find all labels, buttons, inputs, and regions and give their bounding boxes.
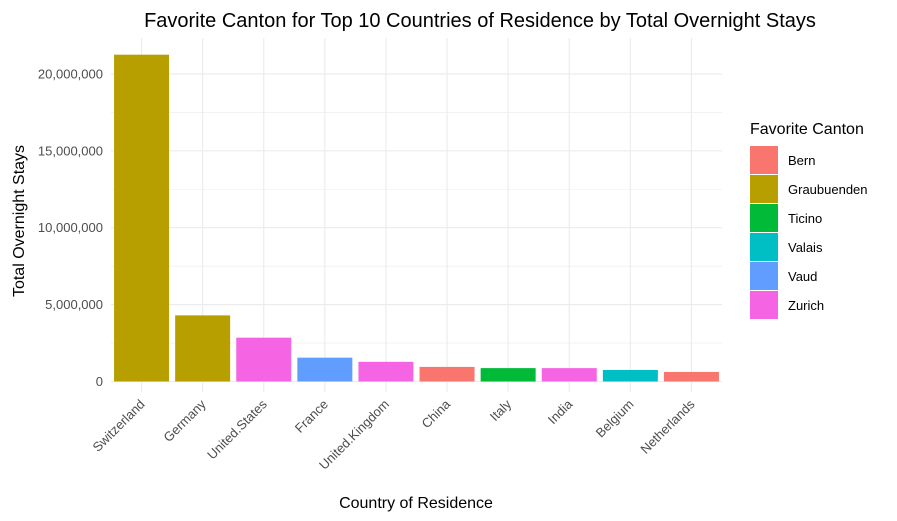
bars xyxy=(114,54,719,382)
x-tick-label: France xyxy=(292,397,331,436)
chart-title: Favorite Canton for Top 10 Countries of … xyxy=(144,10,816,32)
bar-united-states xyxy=(236,337,292,382)
x-tick-label: China xyxy=(419,396,454,431)
x-tick-label: Switzerland xyxy=(90,397,148,455)
bar-united-kingdom xyxy=(358,361,414,382)
legend-swatch-zurich xyxy=(750,291,778,319)
x-tick-label: India xyxy=(545,396,576,427)
legend-swatch-valais xyxy=(750,233,778,261)
legend-label-zurich: Zurich xyxy=(788,298,824,313)
legend-swatch-ticino xyxy=(750,204,778,232)
grid-lines xyxy=(111,38,722,392)
legend-label-ticino: Ticino xyxy=(788,211,822,226)
y-tick-labels: 0 5,000,000 10,000,000 15,000,000 20,000,000 xyxy=(38,66,103,389)
bar-germany xyxy=(175,315,231,382)
legend-label-graubuenden: Graubuenden xyxy=(788,182,868,197)
bar-netherlands xyxy=(663,371,719,382)
y-tick-label: 15,000,000 xyxy=(38,143,103,158)
y-tick-label: 20,000,000 xyxy=(38,66,103,81)
legend-swatch-vaud xyxy=(750,262,778,290)
y-tick-label: 10,000,000 xyxy=(38,220,103,235)
legend-title: Favorite Canton xyxy=(750,121,864,138)
x-tick-label: Germany xyxy=(160,396,209,445)
x-tick-label: Netherlands xyxy=(637,396,698,457)
bar-switzerland xyxy=(114,54,170,382)
bar-france xyxy=(297,357,353,382)
legend-label-vaud: Vaud xyxy=(788,269,817,284)
x-tick-label: Belgium xyxy=(593,397,637,441)
legend-label-bern: Bern xyxy=(788,153,815,168)
y-tick-label: 5,000,000 xyxy=(45,297,103,312)
x-tick-label: United.States xyxy=(204,396,270,462)
bar-italy xyxy=(480,368,536,382)
legend: Favorite Canton Bern Graubuenden Ticino Val… xyxy=(750,121,868,319)
y-tick-label: 0 xyxy=(96,374,103,389)
x-axis-title: Country of Residence xyxy=(339,495,493,512)
bar-india xyxy=(541,368,597,382)
legend-label-valais: Valais xyxy=(788,240,823,255)
legend-swatch-bern xyxy=(750,146,778,174)
bar-belgium xyxy=(602,369,658,382)
x-tick-label: Italy xyxy=(487,396,515,424)
legend-swatch-graubuenden xyxy=(750,175,778,203)
y-axis-title: Total Overnight Stays xyxy=(11,145,28,297)
bar-china xyxy=(419,366,475,382)
